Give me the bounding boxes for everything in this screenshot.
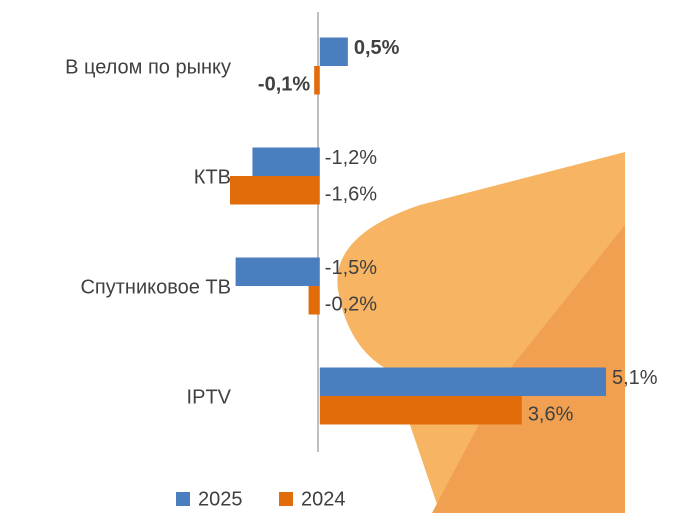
value-label: 5,1% <box>612 367 658 389</box>
bar <box>252 148 319 177</box>
chart: В целом по рынку 0,5% -0,1% КТВ -1,2% -1,6% Сп… <box>0 0 681 513</box>
value-label: 3,6% <box>528 404 574 426</box>
bar <box>320 38 348 67</box>
value-label: -1,6% <box>325 184 377 206</box>
bar <box>320 368 606 397</box>
bar <box>309 286 320 315</box>
value-label: -1,5% <box>325 257 377 279</box>
category-label: КТВ <box>194 166 231 188</box>
legend-label: 2025 <box>198 488 243 510</box>
value-label: 0,5% <box>354 37 400 59</box>
category-label: В целом по рынку <box>65 56 231 78</box>
legend-label: 2024 <box>301 488 346 510</box>
bar <box>236 258 320 287</box>
value-label: -0,1% <box>258 74 310 96</box>
legend-swatch <box>176 492 190 506</box>
bar <box>314 66 320 95</box>
legend-swatch <box>279 492 293 506</box>
category-label: IPTV <box>187 386 232 408</box>
category-label: Спутниковое ТВ <box>80 276 231 298</box>
value-label: -0,2% <box>325 294 377 316</box>
bar <box>230 176 320 205</box>
bar <box>320 396 522 425</box>
value-label: -1,2% <box>325 147 377 169</box>
